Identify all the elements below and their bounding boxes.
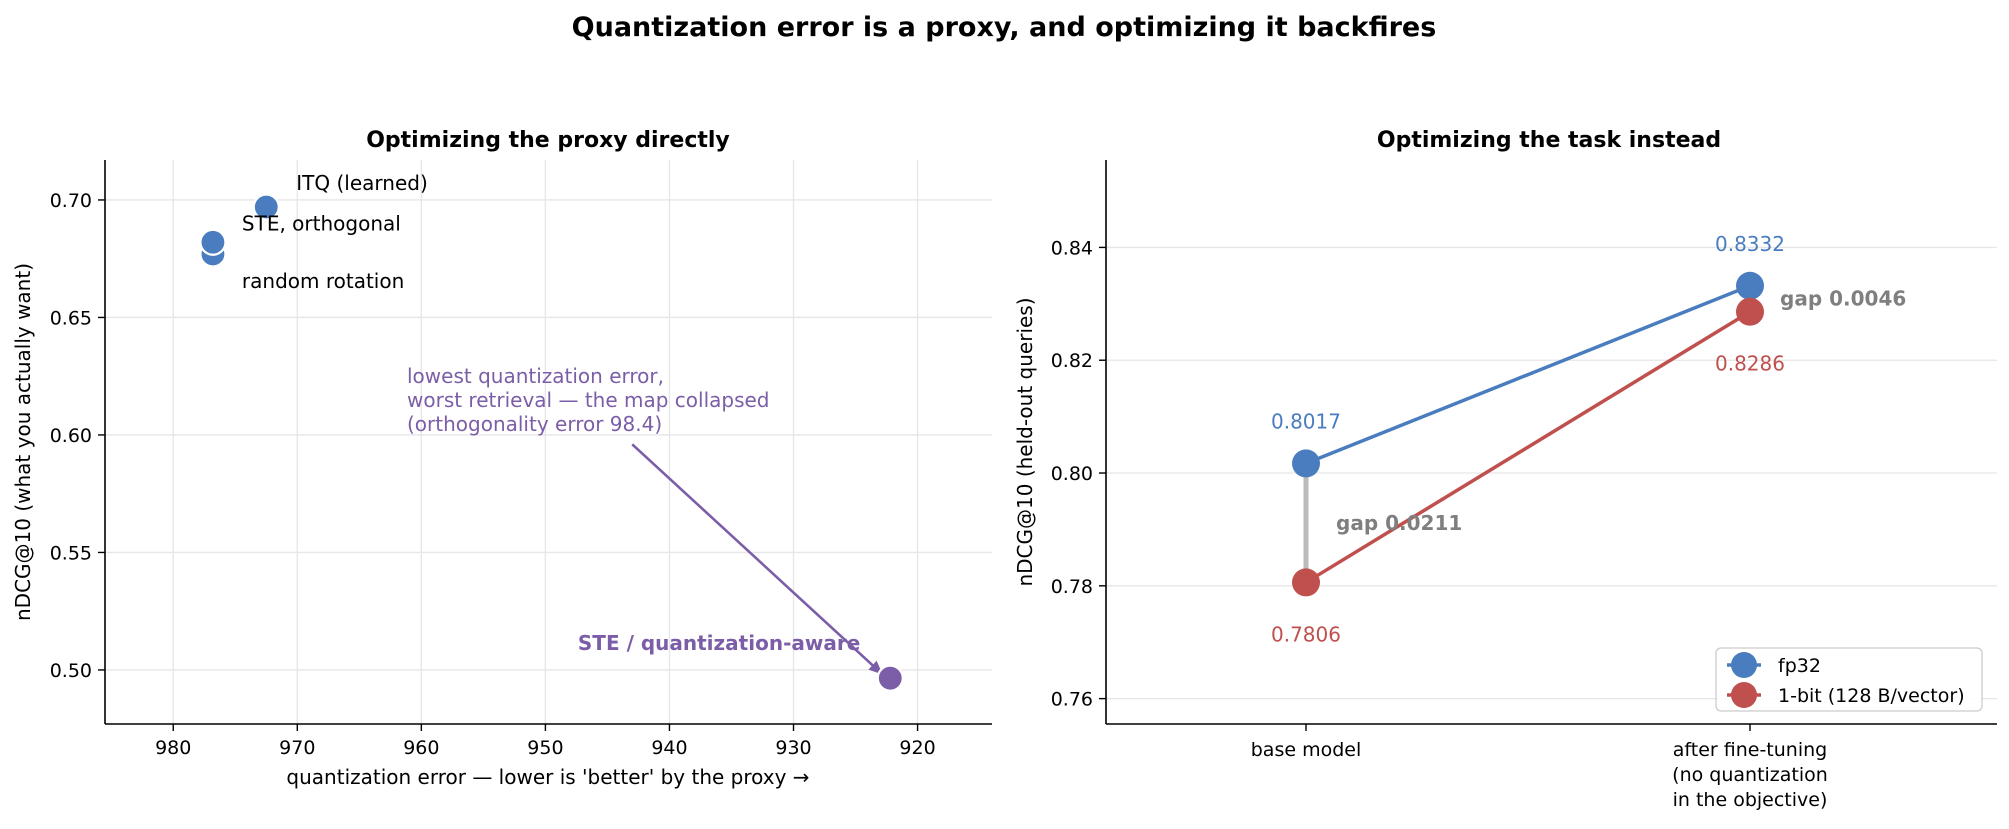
- right-series: [1292, 271, 1764, 597]
- left-y-tick-label: 0.65: [50, 307, 92, 329]
- right-y-tick-label: 0.78: [1051, 576, 1093, 598]
- right-gridlines: [1106, 246, 1997, 700]
- series-point: [1736, 297, 1764, 326]
- scatter-point-label: STE / quantization-aware: [578, 631, 860, 655]
- series-line: [1305, 310, 1751, 584]
- scatter-point: [876, 664, 904, 692]
- left-chart: Optimizing the proxy directly 980 970 960 9…: [11, 128, 992, 789]
- left-x-tick-label: 970: [279, 737, 315, 759]
- annotation-arrow-line: [631, 443, 884, 676]
- scatter-point-label: random rotation: [242, 269, 404, 293]
- figure-title: Quantization error is a proxy, and optim…: [572, 12, 1437, 43]
- left-x-tick-label: 950: [527, 737, 563, 759]
- left-x-tick-label: 920: [899, 737, 935, 759]
- legend-marker: [1731, 652, 1757, 678]
- left-scatter-points: [199, 193, 904, 692]
- series-point: [1736, 271, 1764, 300]
- value-label: 0.7806: [1271, 622, 1341, 646]
- series-point: [1292, 449, 1320, 478]
- left-x-axis-label: quantization error — lower is 'better' b…: [286, 765, 809, 789]
- legend-entry: fp32: [1778, 655, 1821, 677]
- right-axis-ticks: 0.76 0.78 0.80 0.82 0.84 base model after fine…: [1051, 237, 1828, 811]
- right-y-tick-label: 0.82: [1051, 350, 1093, 372]
- left-y-tick-label: 0.55: [50, 542, 92, 564]
- left-y-tick-label: 0.50: [50, 660, 92, 682]
- value-label: 0.8332: [1715, 232, 1785, 256]
- legend-box: [1715, 647, 1983, 712]
- right-chart: Optimizing the task instead 0.76 0.78 0.80…: [1013, 128, 1997, 811]
- left-x-tick-label: 930: [775, 737, 811, 759]
- right-chart-title: Optimizing the task instead: [1377, 128, 1721, 153]
- left-x-tick-label: 940: [651, 737, 687, 759]
- scatter-point-label: STE, orthogonal: [242, 211, 401, 235]
- legend: fp32 1-bit (128 B/vector): [1715, 647, 1983, 712]
- legend-entry: 1-bit (128 B/vector): [1778, 685, 1965, 707]
- left-y-tick-label: 0.60: [50, 425, 92, 447]
- right-y-tick-label: 0.84: [1051, 237, 1093, 259]
- gap-label: gap 0.0046: [1780, 287, 1906, 311]
- right-x-tick-label: base model: [1251, 739, 1362, 761]
- legend-marker: [1731, 682, 1757, 708]
- annotation-text-line: (orthogonality error 98.4): [407, 412, 662, 436]
- value-label: 0.8286: [1715, 352, 1785, 376]
- gap-label: gap 0.0211: [1336, 511, 1462, 535]
- right-y-axis-label: nDCG@10 (held-out queries): [1013, 297, 1037, 586]
- scatter-point: [252, 193, 280, 221]
- left-x-tick-label: 980: [155, 737, 191, 759]
- scatter-point-label: ITQ (learned): [296, 171, 427, 195]
- left-chart-title: Optimizing the proxy directly: [366, 128, 730, 153]
- left-axis-ticks: 980 970 960 950 940 930 920 0.50 0.55 0.60 0.65 0.7…: [50, 190, 936, 759]
- series-line: [1305, 284, 1751, 466]
- left-x-tick-label: 960: [403, 737, 439, 759]
- scatter-point: [199, 228, 227, 256]
- right-y-tick-label: 0.76: [1051, 689, 1093, 711]
- annotation-text-line: worst retrieval — the map collapsed: [407, 388, 770, 412]
- right-value-labels: 0.8017 0.8332 0.7806 0.8286 gap 0.0211 gap 0.…: [1271, 232, 1906, 647]
- annotation-text-line: lowest quantization error,: [407, 364, 664, 388]
- left-y-tick-label: 0.70: [50, 190, 92, 212]
- left-gridlines: [105, 160, 992, 724]
- right-y-tick-label: 0.80: [1051, 463, 1093, 485]
- collapse-annotation: lowest quantization error,worst retrieva…: [407, 364, 884, 676]
- right-x-tick-label: after fine-tuning (no quantization in the …: [1672, 739, 1828, 811]
- left-point-labels: random rotation STE, orthogonal ITQ (learn…: [242, 171, 860, 655]
- left-y-axis-label: nDCG@10 (what you actually want): [11, 263, 35, 621]
- series-point: [1292, 568, 1320, 597]
- value-label: 0.8017: [1271, 409, 1341, 433]
